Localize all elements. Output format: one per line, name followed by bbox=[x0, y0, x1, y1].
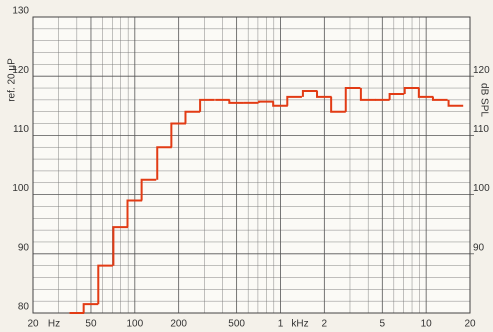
y-tick-label: 120 bbox=[12, 65, 29, 76]
y2-tick-label: 110 bbox=[473, 124, 489, 135]
step-segment bbox=[82, 303, 99, 313]
x-tick-label: 20 bbox=[27, 319, 39, 330]
step-segment bbox=[184, 110, 201, 124]
step-segment bbox=[344, 87, 361, 112]
y-tick-label: 110 bbox=[13, 124, 29, 135]
step-segment bbox=[126, 199, 143, 228]
y-tick-label: 130 bbox=[12, 6, 29, 17]
step-segment bbox=[431, 96, 448, 101]
x-tick-label: 100 bbox=[126, 319, 143, 330]
x-tick-label: 200 bbox=[170, 319, 187, 330]
x-tick-label: 10 bbox=[421, 319, 433, 330]
step-segment bbox=[359, 88, 376, 101]
y-tick-label: 90 bbox=[18, 242, 30, 253]
step-segment bbox=[388, 92, 405, 100]
x-unit: Hz bbox=[48, 319, 60, 330]
step-segment bbox=[316, 91, 332, 98]
y-tick-label: 100 bbox=[12, 183, 29, 194]
x-unit: kHz bbox=[291, 319, 308, 330]
x-tick-label: 500 bbox=[228, 319, 245, 330]
step-segment bbox=[156, 146, 172, 180]
step-segment bbox=[286, 95, 302, 106]
step-segment bbox=[140, 178, 157, 201]
y2-tick-label: 120 bbox=[473, 65, 490, 76]
step-segment bbox=[447, 99, 464, 107]
y-axis-title: ref. 20 µP bbox=[7, 58, 18, 102]
step-segment bbox=[258, 100, 274, 103]
plot-area bbox=[33, 17, 470, 313]
step-segment bbox=[330, 96, 346, 113]
x-tick-label: 20 bbox=[464, 319, 476, 330]
step-segment bbox=[417, 88, 434, 98]
x-tick-label: 2 bbox=[322, 319, 328, 330]
x-tick-label: 50 bbox=[85, 319, 97, 330]
x-tick-label: 1 bbox=[278, 319, 284, 330]
y2-tick-label: 100 bbox=[473, 183, 490, 194]
step-segment bbox=[112, 226, 129, 266]
y2-tick-label: 90 bbox=[473, 242, 485, 253]
step-segment bbox=[199, 98, 215, 112]
plot-frame bbox=[32, 16, 471, 314]
x-tick-label: 5 bbox=[380, 319, 386, 330]
step-segment bbox=[97, 264, 113, 305]
step-segment bbox=[170, 122, 186, 148]
step-segment bbox=[228, 99, 244, 104]
step-segment bbox=[403, 87, 420, 94]
step-segment bbox=[272, 101, 288, 107]
y2-axis-title: dB SPL bbox=[478, 83, 489, 117]
step-segment bbox=[301, 90, 318, 97]
y-tick-label: 80 bbox=[18, 302, 30, 313]
